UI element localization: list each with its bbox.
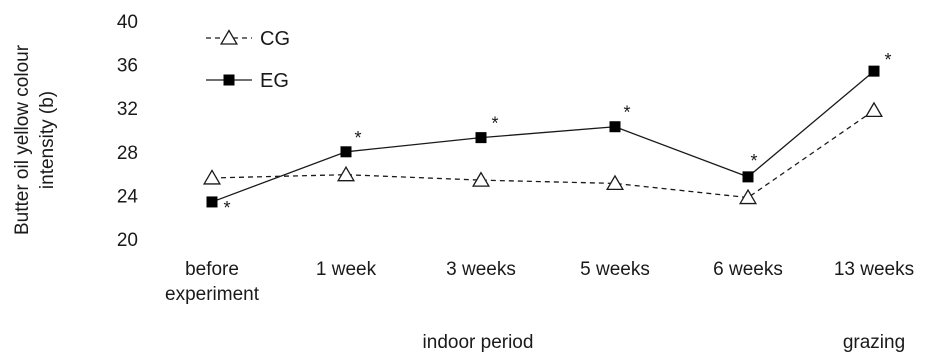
cg-point-marker (202, 169, 222, 185)
legend: CG EG (206, 28, 290, 92)
y-tick-label: 40 (117, 12, 138, 33)
legend-triangle-icon (219, 29, 239, 45)
eg-point-marker (475, 132, 487, 144)
legend-entry: EG (206, 70, 289, 92)
significance-star: * (750, 151, 757, 171)
y-tick-label: 20 (117, 230, 138, 251)
y-tick-label: 24 (117, 186, 139, 207)
x-axis-categories: before experiment 1 week 3 weeks 5 weeks 6 we… (165, 259, 914, 305)
significance-markers: * * * * * * (223, 50, 891, 218)
x-category-label: 3 weeks (446, 259, 516, 280)
x-category-label: experiment (165, 284, 260, 305)
eg-series-line (211, 70, 875, 203)
legend-label: EG (260, 70, 289, 92)
significance-star: * (884, 50, 891, 70)
y-axis-label-line: intensity (b) (37, 91, 58, 189)
significance-star: * (623, 103, 630, 123)
y-tick-label: 28 (117, 143, 138, 164)
legend-square-icon (223, 74, 235, 86)
significance-star: * (223, 198, 230, 218)
series-markers (202, 65, 884, 208)
cg-point-marker (864, 101, 884, 118)
cg-point-marker (471, 171, 491, 187)
series-lines (211, 70, 875, 203)
period-label: grazing (843, 332, 905, 353)
legend-label: CG (260, 28, 290, 50)
cg-point-marker (336, 165, 356, 182)
eg-point-marker (742, 171, 754, 183)
x-category-label: 5 weeks (580, 259, 650, 280)
cg-series-line (211, 109, 875, 199)
y-axis-label-line: Butter oil yellow colour (12, 44, 33, 235)
eg-point-marker (609, 121, 621, 133)
cg-point-marker (605, 174, 625, 191)
y-tick-label: 36 (117, 56, 138, 77)
eg-point-marker (868, 65, 880, 77)
significance-star: * (491, 114, 498, 134)
y-tick-label: 32 (117, 99, 138, 120)
legend-entry: CG (206, 28, 290, 50)
period-labels: indoor period grazing (423, 332, 906, 353)
cg-point-marker (738, 188, 758, 205)
x-category-label: before (185, 259, 239, 280)
y-axis-label: Butter oil yellow colour intensity (b) (12, 44, 58, 235)
x-category-label: 1 week (316, 259, 377, 280)
x-category-label: 6 weeks (713, 259, 783, 280)
y-axis-ticks: 20 24 28 32 36 40 (117, 12, 139, 251)
significance-star: * (354, 128, 361, 148)
period-label: indoor period (423, 332, 534, 353)
eg-point-marker (206, 196, 218, 208)
x-category-label: 13 weeks (834, 259, 914, 280)
eg-point-marker (340, 146, 352, 158)
